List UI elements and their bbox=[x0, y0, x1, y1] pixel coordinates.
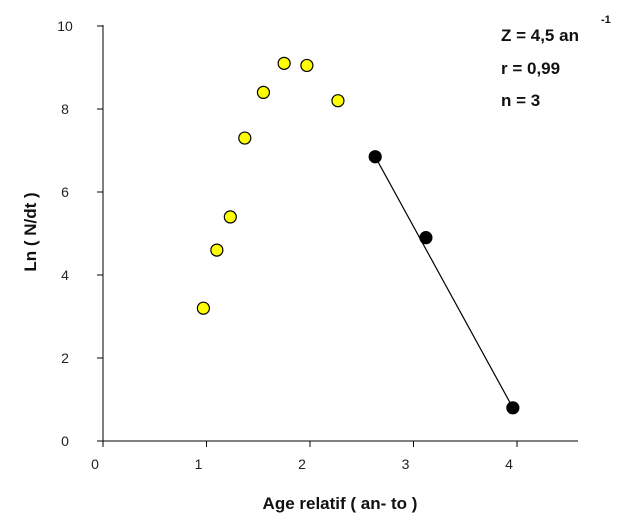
data-point-s0-3 bbox=[238, 131, 252, 145]
data-point-s0-7 bbox=[331, 94, 345, 108]
y-tick-label-0: 0 bbox=[61, 433, 69, 449]
y-tick-label-10: 10 bbox=[57, 18, 73, 34]
data-point-s0-4 bbox=[256, 85, 271, 100]
data-point-s0-1 bbox=[210, 243, 224, 257]
x-tick-label-2: 2 bbox=[298, 456, 306, 472]
annotation-z-exponent: -1 bbox=[601, 14, 611, 26]
x-tick-label-3: 3 bbox=[402, 456, 410, 472]
data-point-s0-0 bbox=[196, 301, 210, 315]
y-tick-label-2: 2 bbox=[61, 350, 69, 366]
x-tick-label-0: 0 bbox=[91, 456, 99, 472]
data-point-s0-6 bbox=[300, 58, 314, 73]
y-tick-label-8: 8 bbox=[61, 101, 69, 117]
annotation-z: Z = 4,5 an bbox=[501, 26, 579, 45]
x-tick-label-4: 4 bbox=[505, 456, 513, 472]
annotation-r: r = 0,99 bbox=[501, 59, 560, 78]
x-axis-title: Age relatif ( an- to ) bbox=[263, 494, 418, 513]
data-point-s1-2 bbox=[506, 401, 520, 415]
data-point-s1-0 bbox=[368, 150, 382, 164]
data-point-s0-2 bbox=[223, 210, 237, 224]
data-point-s1-1 bbox=[419, 231, 433, 245]
data-point-s0-5 bbox=[277, 56, 291, 70]
regression-line bbox=[374, 156, 514, 409]
y-tick-label-4: 4 bbox=[61, 267, 69, 283]
y-tick-label-6: 6 bbox=[61, 184, 69, 200]
y-axis-title: Ln ( N/dt ) bbox=[21, 192, 40, 271]
annotation-n: n = 3 bbox=[501, 91, 540, 110]
x-tick-label-1: 1 bbox=[195, 456, 203, 472]
